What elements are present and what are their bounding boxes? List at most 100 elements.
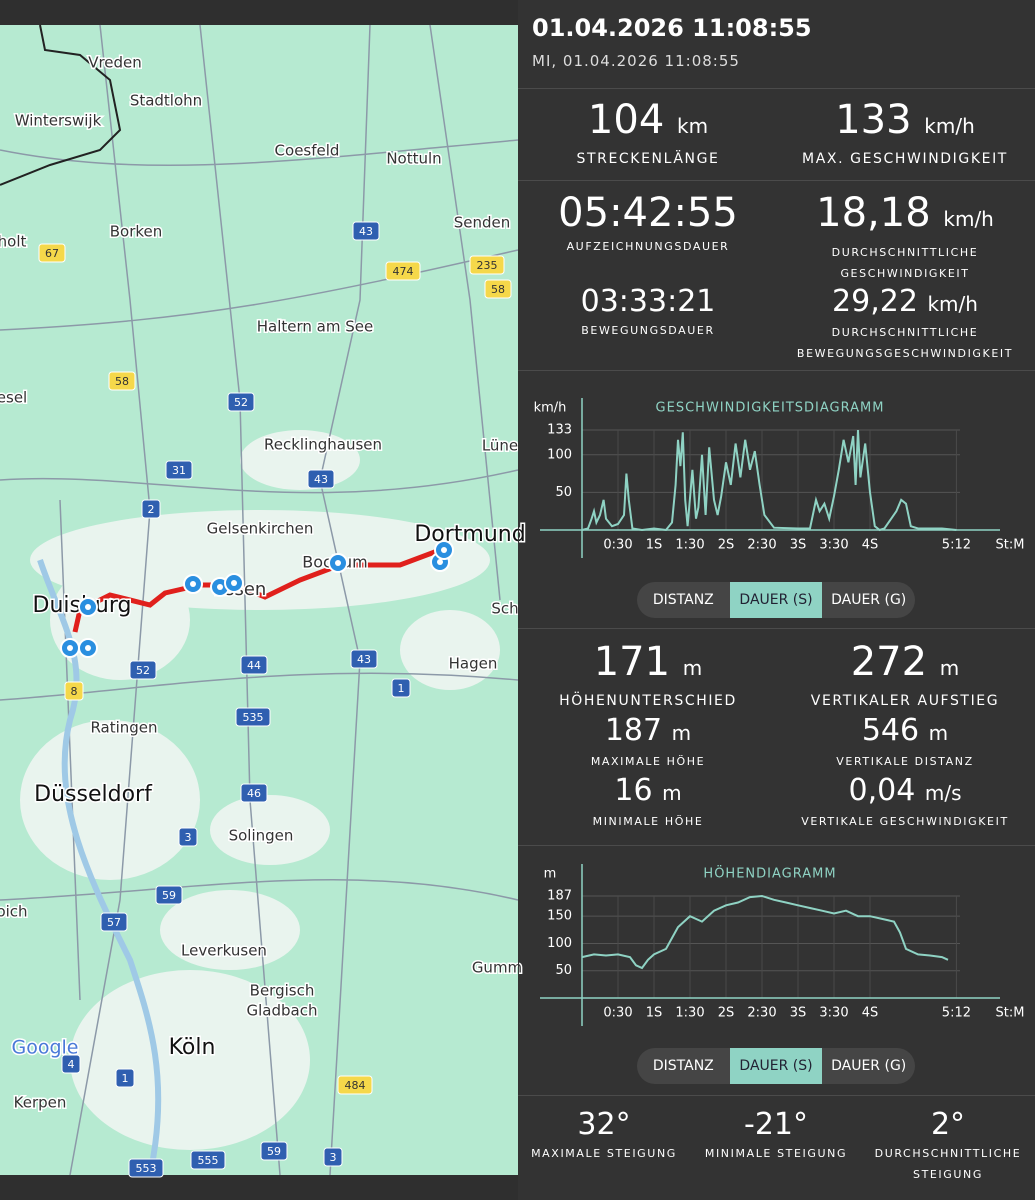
road-shield	[128, 1158, 164, 1178]
road-number: 59	[162, 889, 176, 902]
road-shield	[484, 279, 512, 299]
road-shield	[323, 1147, 343, 1167]
value: 03:33:21	[580, 284, 716, 319]
stat-value: 03:33:21	[530, 284, 766, 320]
x-tick-label: 5:12	[942, 1006, 971, 1021]
road-number: 31	[172, 464, 186, 477]
toggle-button[interactable]: DAUER (G)	[831, 1058, 907, 1074]
road-number: 1	[398, 682, 405, 695]
title: 01.04.2026 11:08:55	[532, 14, 812, 42]
y-tick-label: 187	[547, 889, 572, 904]
divider	[518, 25, 519, 1175]
x-tick-label: 1:30	[675, 538, 704, 553]
road-number: 235	[477, 259, 498, 272]
stat: 171 m HÖHENUNTERSCHIED	[530, 639, 766, 712]
unit: m	[939, 656, 960, 680]
road-shield	[337, 1075, 373, 1095]
place-label: Bergisch	[250, 982, 315, 1000]
road-shield	[38, 243, 66, 263]
stat: 133 km/h MAX. GESCHWINDIGKEIT	[780, 97, 1030, 170]
unit: km/h	[943, 207, 994, 231]
stat-label: STRECKENLÄNGE	[576, 151, 720, 167]
unit: m	[671, 721, 692, 745]
unit: m	[928, 721, 949, 745]
route-marker-dot	[85, 604, 91, 610]
slope-label: DURCHSCHNITTLICHE STEIGUNG	[874, 1147, 1022, 1181]
value: 133	[835, 97, 912, 143]
place-label: holt	[0, 233, 26, 251]
y-tick-label: 100	[547, 936, 572, 951]
place-label: Winterswijk	[15, 112, 102, 130]
place-label: esel	[0, 389, 27, 407]
road-shield	[352, 221, 380, 241]
stat: 546 m VERTIKALE DISTANZ	[780, 713, 1030, 772]
stat-value: 104 km	[530, 97, 766, 149]
slope-stat: 32° MAXIMALE STEIGUNG	[518, 1107, 690, 1164]
place-label: Nottuln	[386, 150, 441, 168]
road-number: 3	[185, 831, 192, 844]
stat-value: 546 m	[780, 713, 1030, 751]
toggle-button[interactable]: DAUER (S)	[729, 582, 823, 618]
road-number: 4	[68, 1058, 75, 1071]
toggle-button[interactable]: DAUER (S)	[729, 1048, 823, 1084]
value: 18,18	[816, 190, 931, 236]
road-number: 43	[359, 225, 373, 238]
road-number: 52	[136, 664, 150, 677]
place-label: oich	[0, 903, 28, 921]
stat-value: 18,18 km/h	[780, 190, 1030, 242]
elevation-toggle[interactable]: DISTANZ DAUER (S) DAUER (G)	[637, 1048, 915, 1084]
toggle-button[interactable]: DISTANZ	[652, 592, 714, 608]
stat-label: MAXIMALE HÖHE	[590, 755, 706, 768]
stat-label: VERTIKALE DISTANZ	[836, 755, 974, 768]
stat-value: 171 m	[530, 639, 766, 691]
road-shield	[61, 1054, 81, 1074]
toggle-button[interactable]: DAUER (G)	[831, 592, 907, 608]
road-shield	[240, 655, 268, 675]
stat: 272 m VERTIKALER AUFSTIEG	[780, 639, 1030, 712]
place-label: Köln	[169, 1035, 216, 1060]
route-markers	[60, 540, 454, 658]
road-number: 535	[243, 711, 264, 724]
x-tick-label: 2S	[718, 1006, 735, 1021]
stat: 18,18 km/h DURCHSCHNITTLICHE GESCHWINDIGK…	[780, 190, 1030, 284]
x-tick-label: 4S	[862, 1006, 879, 1021]
stat: 0,04 m/s VERTIKALE GESCHWINDIGKEIT	[780, 773, 1030, 832]
slope-value: 2°	[930, 1107, 966, 1142]
x-tick-label: 1:30	[675, 1006, 704, 1021]
road-shield	[469, 255, 505, 275]
stat-value: 16 m	[530, 773, 766, 811]
road-shield	[129, 660, 157, 680]
slope-stat: 2° DURCHSCHNITTLICHE STEIGUNG	[862, 1107, 1034, 1185]
stat-label: DURCHSCHNITTLICHE BEWEGUNGSGESCHWINDIGKE…	[796, 326, 1014, 360]
stat-label: VERTIKALER AUFSTIEG	[810, 693, 1000, 709]
value: 546	[861, 713, 920, 748]
route-marker-dot	[217, 584, 223, 590]
chart-title: HÖHENDIAGRAMM	[703, 865, 836, 882]
route-marker-dot	[335, 560, 341, 566]
separator	[518, 370, 1035, 371]
chart-title: GESCHWINDIGKEITSDIAGRAMM	[656, 401, 885, 416]
line	[581, 429, 957, 532]
value: 187	[604, 713, 663, 748]
y-axis-label: m	[544, 867, 557, 882]
map-logo: Google	[11, 1037, 78, 1059]
y-tick-label: 150	[547, 909, 572, 924]
x-tick-label: 3:30	[819, 1006, 848, 1021]
place-label: Senden	[454, 214, 511, 232]
stat-label: HÖHENUNTERSCHIED	[559, 693, 737, 709]
stat-label: AUFZEICHNUNGSDAUER	[566, 240, 730, 253]
road-shield	[240, 783, 268, 803]
slope-label: MINIMALE STEIGUNG	[704, 1147, 848, 1160]
road-number: 44	[247, 659, 261, 672]
subtitle: MI, 01.04.2026 11:08:55	[532, 52, 740, 70]
speed-toggle[interactable]: DISTANZ DAUER (S) DAUER (G)	[637, 582, 915, 618]
unit: m	[682, 656, 703, 680]
toggle-button[interactable]: DISTANZ	[652, 1058, 714, 1074]
road-number: 2	[148, 503, 155, 516]
y-axis-label: km/h	[534, 401, 567, 416]
stat: 16 m MINIMALE HÖHE	[530, 773, 766, 832]
road-shield	[108, 371, 136, 391]
place-label: Coesfeld	[275, 142, 340, 160]
x-tick-label: 1S	[646, 538, 663, 553]
